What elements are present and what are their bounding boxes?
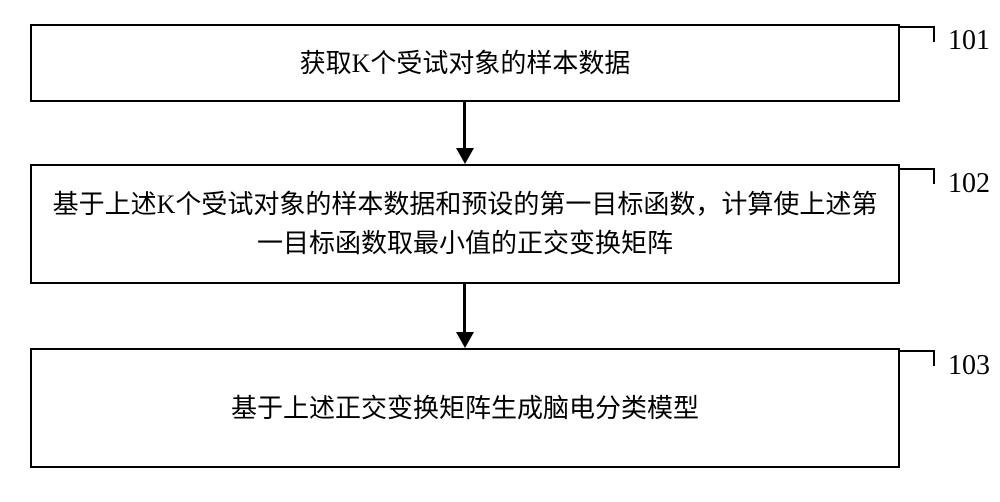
flow-arrow-1-head [456, 148, 474, 164]
flow-step-1-text: 获取K个受试对象的样本数据 [300, 44, 631, 83]
flow-arrow-2-line [463, 284, 466, 332]
flow-step-1: 获取K个受试对象的样本数据 [30, 24, 900, 102]
flow-step-3-bracket [900, 350, 935, 366]
flow-step-3-label: 103 [948, 350, 990, 382]
flow-arrow-2-head [456, 332, 474, 348]
flow-step-1-bracket [900, 26, 935, 42]
flow-step-2-bracket [900, 168, 935, 184]
flow-step-3-text: 基于上述正交变换矩阵生成脑电分类模型 [231, 389, 699, 428]
flow-step-2-text: 基于上述K个受试对象的样本数据和预设的第一目标函数，计算使上述第一目标函数取最小… [52, 185, 878, 263]
flow-step-1-label: 101 [948, 25, 990, 57]
flowchart-canvas: 获取K个受试对象的样本数据 101 基于上述K个受试对象的样本数据和预设的第一目… [0, 0, 1000, 502]
flow-step-2-label: 102 [948, 168, 990, 200]
flow-step-2: 基于上述K个受试对象的样本数据和预设的第一目标函数，计算使上述第一目标函数取最小… [30, 164, 900, 284]
flow-arrow-1-line [463, 102, 466, 148]
flow-step-3: 基于上述正交变换矩阵生成脑电分类模型 [30, 348, 900, 468]
